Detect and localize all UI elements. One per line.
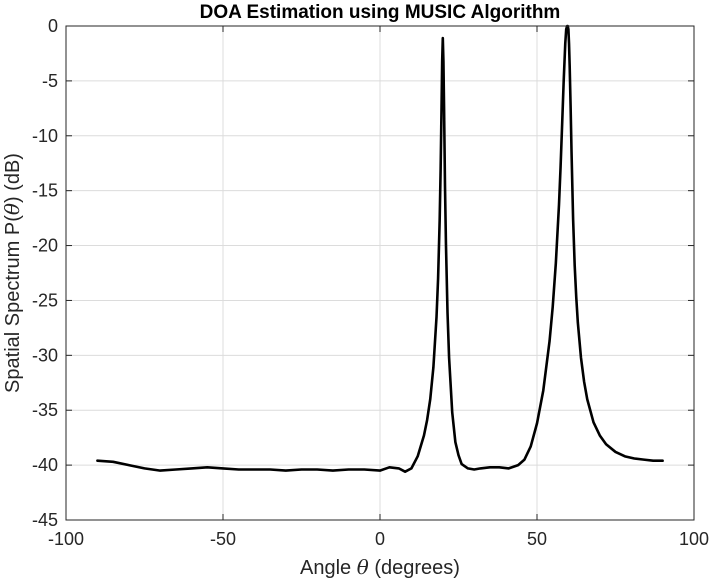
y-tick-label-4: -20 [32,236,58,256]
x-tick-label-2: 0 [375,529,385,549]
y-tick-label-2: -10 [32,126,58,146]
x-axis-label-suffix: (degrees) [369,557,460,579]
plot-area [96,24,664,473]
x-tick-label-3: 50 [527,529,547,549]
y-tick-label-7: -35 [32,400,58,420]
x-axis-label-prefix: Angle [300,557,357,579]
y-tick-label-8: -40 [32,455,58,475]
axes-ticks: -100 -50 0 50 100 0 -5 -10 -15 -20 -25 -30 -35 -40 -45 [32,16,709,549]
y-axis-label-symbol: θ [0,203,24,215]
y-tick-label-3: -15 [32,181,58,201]
y-tick-label-1: -5 [42,71,58,91]
x-tick-label-4: 100 [679,529,709,549]
x-tick-label-1: -50 [210,529,236,549]
x-tick-label-0: -100 [48,529,84,549]
y-axis-label: Spatial Spectrum P(θ) (dB) [0,153,24,393]
y-tick-label-6: -30 [32,345,58,365]
spectrum-line [96,24,664,473]
x-axis-label: Angle θ (degrees) [300,555,460,579]
y-axis-label-suffix: ) (dB) [2,153,24,203]
x-axis-label-symbol: θ [357,555,369,579]
y-tick-label-9: -45 [32,510,58,530]
chart-title: DOA Estimation using MUSIC Algorithm [200,2,561,23]
y-tick-label-5: -25 [32,290,58,310]
y-tick-label-0: 0 [48,16,58,36]
y-axis-label-prefix: Spatial Spectrum P( [2,215,24,393]
